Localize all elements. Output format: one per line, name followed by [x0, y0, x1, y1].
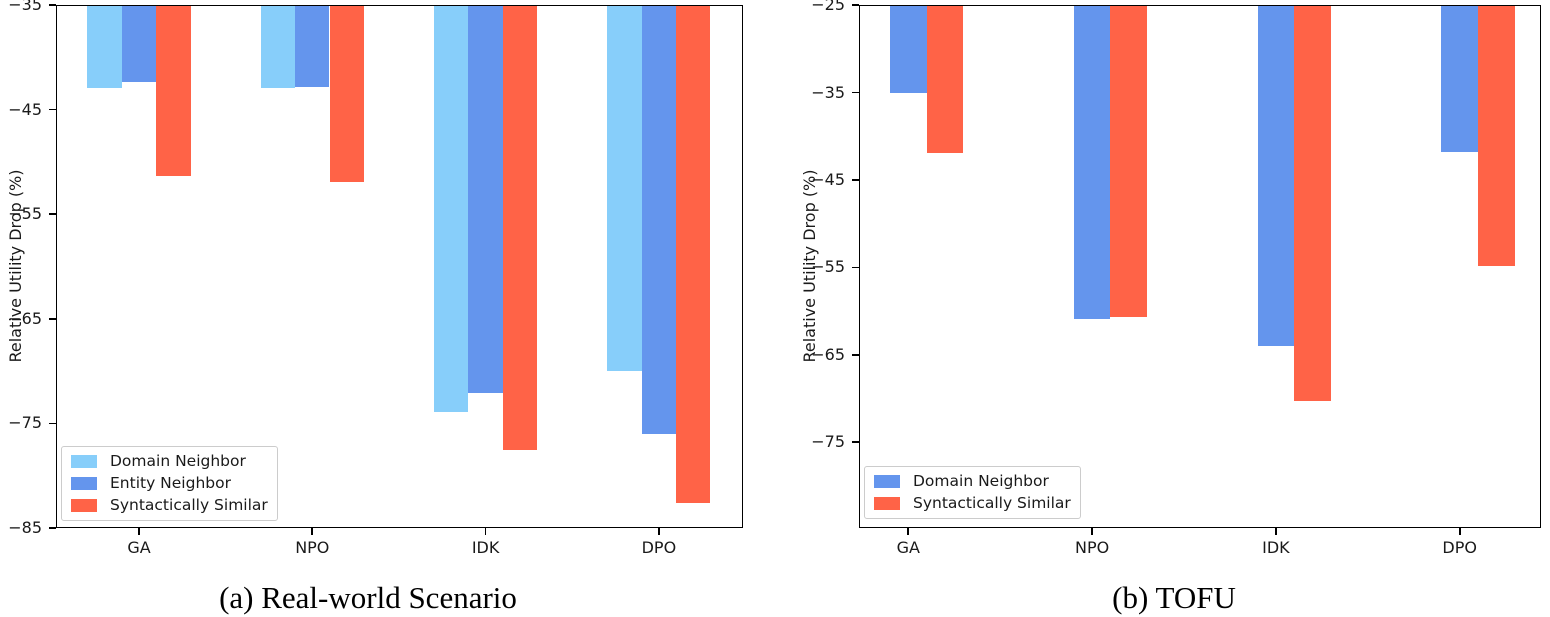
x-tick [311, 528, 314, 535]
bar-dpo-syntactically-similar [1478, 5, 1515, 266]
legend-item-entity-neighbor: Entity Neighbor [71, 475, 268, 492]
bar-dpo-domain-neighbor [1441, 5, 1479, 152]
legend-label: Entity Neighbor [110, 474, 231, 492]
legend-swatch-syntactically-similar [874, 497, 900, 510]
y-tick [49, 317, 56, 320]
y-tick-label: −75 [811, 432, 845, 452]
bar-ga-syntactically-similar [156, 5, 191, 176]
y-tick-label: −35 [8, 0, 42, 14]
caption-a: (a) Real-world Scenario [219, 580, 517, 615]
caption-b: (b) TOFU [1112, 580, 1236, 615]
y-tick [852, 4, 859, 6]
bar-dpo-domain-neighbor [607, 5, 642, 372]
y-tick [852, 91, 859, 94]
y-tick [49, 422, 56, 425]
x-tick-label-npo: NPO [1074, 538, 1110, 557]
bar-dpo-syntactically-similar [676, 5, 711, 503]
y-axis-label: Relative Utility Drop (%) [800, 169, 819, 363]
bar-npo-domain-neighbor [260, 5, 296, 88]
y-tick [852, 266, 859, 269]
y-tick [49, 4, 56, 6]
legend-swatch-domain-neighbor [71, 455, 97, 468]
y-tick-label: −85 [8, 518, 42, 537]
bar-npo-entity-neighbor [295, 5, 330, 87]
bar-idk-syntactically-similar [502, 5, 538, 450]
x-tick [1091, 528, 1093, 535]
y-tick [49, 527, 56, 529]
x-tick [1458, 528, 1461, 535]
legend-swatch-domain-neighbor [874, 475, 900, 488]
x-tick-label-ga: GA [127, 538, 151, 557]
y-tick [852, 179, 859, 181]
bar-idk-domain-neighbor [1257, 5, 1295, 347]
x-tick-label-dpo: DPO [641, 538, 677, 557]
y-tick-label: −55 [811, 257, 845, 277]
bar-dpo-entity-neighbor [641, 5, 677, 434]
bar-ga-domain-neighbor [889, 5, 927, 94]
y-tick-label: −45 [811, 169, 845, 189]
x-tick [907, 528, 910, 535]
x-tick-label-ga: GA [896, 538, 920, 557]
x-tick [484, 528, 487, 535]
legend-item-domain-neighbor: Domain Neighbor [874, 473, 1071, 490]
y-tick-label: −45 [8, 99, 42, 119]
legend-label: Syntactically Similar [913, 494, 1071, 512]
legend-label: Syntactically Similar [110, 496, 268, 514]
legend-label: Domain Neighbor [913, 472, 1049, 490]
legend-swatch-entity-neighbor [71, 477, 97, 490]
y-tick [49, 213, 56, 216]
y-tick-label: −35 [811, 82, 845, 102]
y-tick-label: −65 [8, 308, 42, 328]
y-axis-label: Relative Utility Drop (%) [6, 169, 25, 363]
bar-idk-domain-neighbor [434, 5, 469, 412]
x-tick [658, 528, 660, 535]
y-tick [852, 441, 859, 444]
legend-item-syntactically-similar: Syntactically Similar [874, 495, 1071, 512]
x-tick-label-idk: IDK [471, 538, 500, 557]
bar-npo-syntactically-similar [1110, 5, 1148, 318]
bar-ga-syntactically-similar [926, 5, 964, 153]
bar-npo-syntactically-similar [329, 5, 364, 182]
y-tick [49, 108, 56, 111]
x-tick [138, 528, 140, 535]
y-tick [852, 353, 859, 356]
legend-item-domain-neighbor: Domain Neighbor [71, 453, 268, 470]
legend-label: Domain Neighbor [110, 452, 246, 470]
legend: Domain Neighbor Entity Neighbor Syntactica… [61, 446, 278, 521]
bar-idk-syntactically-similar [1294, 5, 1331, 402]
x-tick [1275, 528, 1277, 535]
bar-idk-entity-neighbor [468, 5, 503, 394]
bar-ga-domain-neighbor [87, 5, 122, 88]
x-tick-label-dpo: DPO [1442, 538, 1477, 557]
legend-swatch-syntactically-similar [71, 499, 97, 512]
y-tick-label: −25 [811, 0, 845, 14]
x-tick-label-npo: NPO [295, 538, 330, 557]
legend-item-syntactically-similar: Syntactically Similar [71, 497, 268, 514]
y-tick-label: −75 [8, 413, 42, 433]
legend: Domain Neighbor Syntactically Similar [864, 466, 1081, 519]
y-tick-label: −65 [811, 344, 845, 364]
bar-npo-domain-neighbor [1073, 5, 1111, 319]
x-tick-label-idk: IDK [1262, 538, 1290, 557]
bar-ga-entity-neighbor [121, 5, 157, 83]
y-tick-label: −55 [8, 204, 42, 224]
